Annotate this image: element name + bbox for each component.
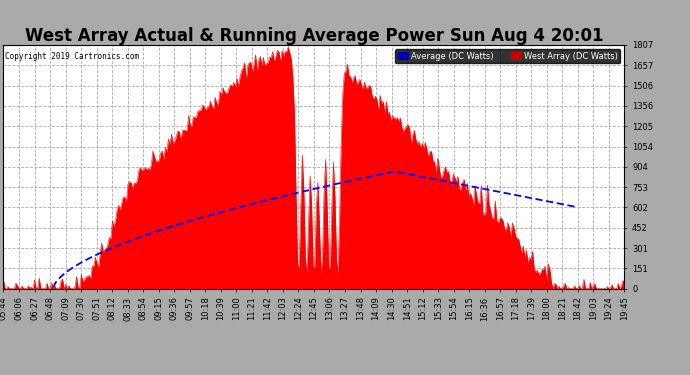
Text: Copyright 2019 Cartronics.com: Copyright 2019 Cartronics.com (5, 53, 139, 61)
Legend: Average (DC Watts), West Array (DC Watts): Average (DC Watts), West Array (DC Watts… (395, 49, 620, 63)
Title: West Array Actual & Running Average Power Sun Aug 4 20:01: West Array Actual & Running Average Powe… (25, 27, 603, 45)
